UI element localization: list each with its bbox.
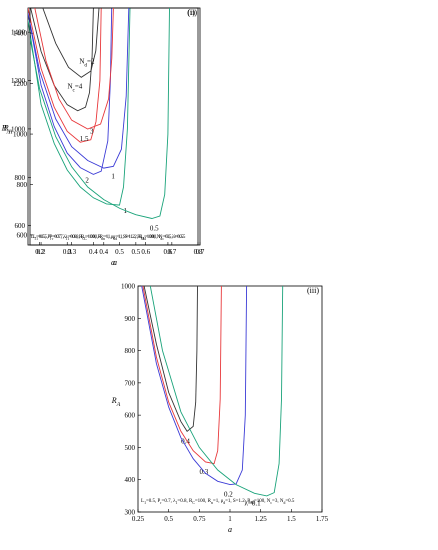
y-tick-label: 1200 xyxy=(13,80,28,88)
series-line-i-2 xyxy=(28,8,102,143)
y-tick-label: 1000 xyxy=(11,125,26,133)
series-line-iii-2 xyxy=(142,286,222,465)
plot-frame-ii xyxy=(29,7,201,246)
y-tick-label: 1200 xyxy=(11,77,26,85)
panel-label-iii: (iii) xyxy=(307,286,319,295)
x-tick-label: 0.6 xyxy=(141,248,150,256)
y-tick-label: 600 xyxy=(125,412,136,420)
series-line-i-3 xyxy=(28,8,113,175)
x-axis-label-iii: a xyxy=(228,525,232,534)
series-label-ii-2: 1.5 xyxy=(80,135,89,143)
y-tick-label: 600 xyxy=(17,231,28,239)
plot-frame-iii xyxy=(137,285,323,513)
x-tick-label: 0.75 xyxy=(193,515,206,523)
chart-panel-iii: (iii) 0.25 0.5 0.75 1 1.25 1.5 1.75 300 400 500 600… xyxy=(111,283,329,535)
y-tick-label: 800 xyxy=(15,174,26,182)
x-tick-label: 0.3 xyxy=(67,248,76,256)
x-tick-label: 0.5 xyxy=(164,515,173,523)
series-line-ii-4 xyxy=(30,8,170,219)
panel-label-ii: (ii) xyxy=(187,8,197,17)
parameter-text-iii: L1=0.5, Pr=0.7, λ1=0.8, RC=100, Rn=1, ρd… xyxy=(141,499,295,505)
series-label-ii-1: Nd=2 xyxy=(79,57,95,68)
series-label-ii-3: 1 xyxy=(111,172,115,180)
x-tick-label: 0.7 xyxy=(196,248,205,256)
parameter-text-ii: L1=0.5, Pr=0.7, λ1=0.8, RC=100, Rn=1, ρd… xyxy=(33,235,184,241)
y-tick-label: 400 xyxy=(125,476,136,484)
chart-panel-ii: (ii)0.2 0.3 0.4 0.5 0.6 0.7600800100012001400… xyxy=(3,7,205,267)
x-tick-label: 0.2 xyxy=(35,248,44,256)
y-tick-label: 300 xyxy=(125,509,136,517)
series-label-ii-4: 0.5 xyxy=(150,225,159,233)
series-label-i-3: 2 xyxy=(85,176,89,184)
series-label-iii-1: 0.4 xyxy=(181,437,190,445)
y-axis-label-i: RA xyxy=(1,124,11,136)
x-tick-label: 0.8 xyxy=(194,248,203,256)
x-tick-label: 0.7 xyxy=(167,248,176,256)
series-label-iii-3: 0.2 xyxy=(224,491,233,499)
x-tick-label: 0.4 xyxy=(99,248,108,256)
series-label-i-2: 3 xyxy=(90,128,94,136)
series-line-ii-1 xyxy=(42,8,100,78)
y-tick-label: 1000 xyxy=(121,283,136,291)
x-tick-label: 1 xyxy=(228,515,232,523)
series-label-iii-4: λ=0.1 xyxy=(245,499,262,507)
series-line-ii-2 xyxy=(34,8,114,130)
x-tick-label: 0.5 xyxy=(115,248,124,256)
x-tick-label: 0.2 xyxy=(37,248,46,256)
x-tick-label: 0.5 xyxy=(131,248,140,256)
y-axis-label-iii: RA xyxy=(111,396,121,408)
y-tick-label: 1400 xyxy=(11,29,26,37)
x-tick-label: 0.6 xyxy=(164,248,173,256)
x-axis-label-i: a xyxy=(111,258,115,267)
x-tick-label: 0.4 xyxy=(89,248,98,256)
series-line-ii-3 xyxy=(30,8,130,169)
x-tick-label: 1.5 xyxy=(287,515,296,523)
y-tick-label: 600 xyxy=(15,222,26,230)
x-tick-label: 0.25 xyxy=(132,515,145,523)
x-tick-label: 0.3 xyxy=(63,248,72,256)
y-tick-label: 700 xyxy=(125,379,136,387)
parameter-text-i: L1=0.5, Pr=0.7, λ1=0.8, RC=100, Rn=1, ρd… xyxy=(31,235,186,241)
series-line-iii-4 xyxy=(149,286,284,497)
x-tick-label: 1.25 xyxy=(255,515,268,523)
series-line-i-4 xyxy=(28,8,131,206)
x-tick-label: 1.75 xyxy=(316,515,329,523)
y-tick-label: 800 xyxy=(125,347,136,355)
series-line-iii-1 xyxy=(143,286,198,432)
y-tick-label: 800 xyxy=(17,181,28,189)
y-tick-label: 1000 xyxy=(13,131,28,139)
y-tick-label: 900 xyxy=(125,315,136,323)
y-tick-label: 500 xyxy=(125,444,136,452)
series-label-i-1: Nc=4 xyxy=(67,83,82,94)
x-axis-label-ii: a xyxy=(113,258,117,267)
series-line-iii-3 xyxy=(141,286,248,486)
y-tick-label: 1400 xyxy=(13,30,28,38)
panel-label-i: (i) xyxy=(187,8,195,17)
y-axis-label-ii: RA xyxy=(3,124,13,136)
